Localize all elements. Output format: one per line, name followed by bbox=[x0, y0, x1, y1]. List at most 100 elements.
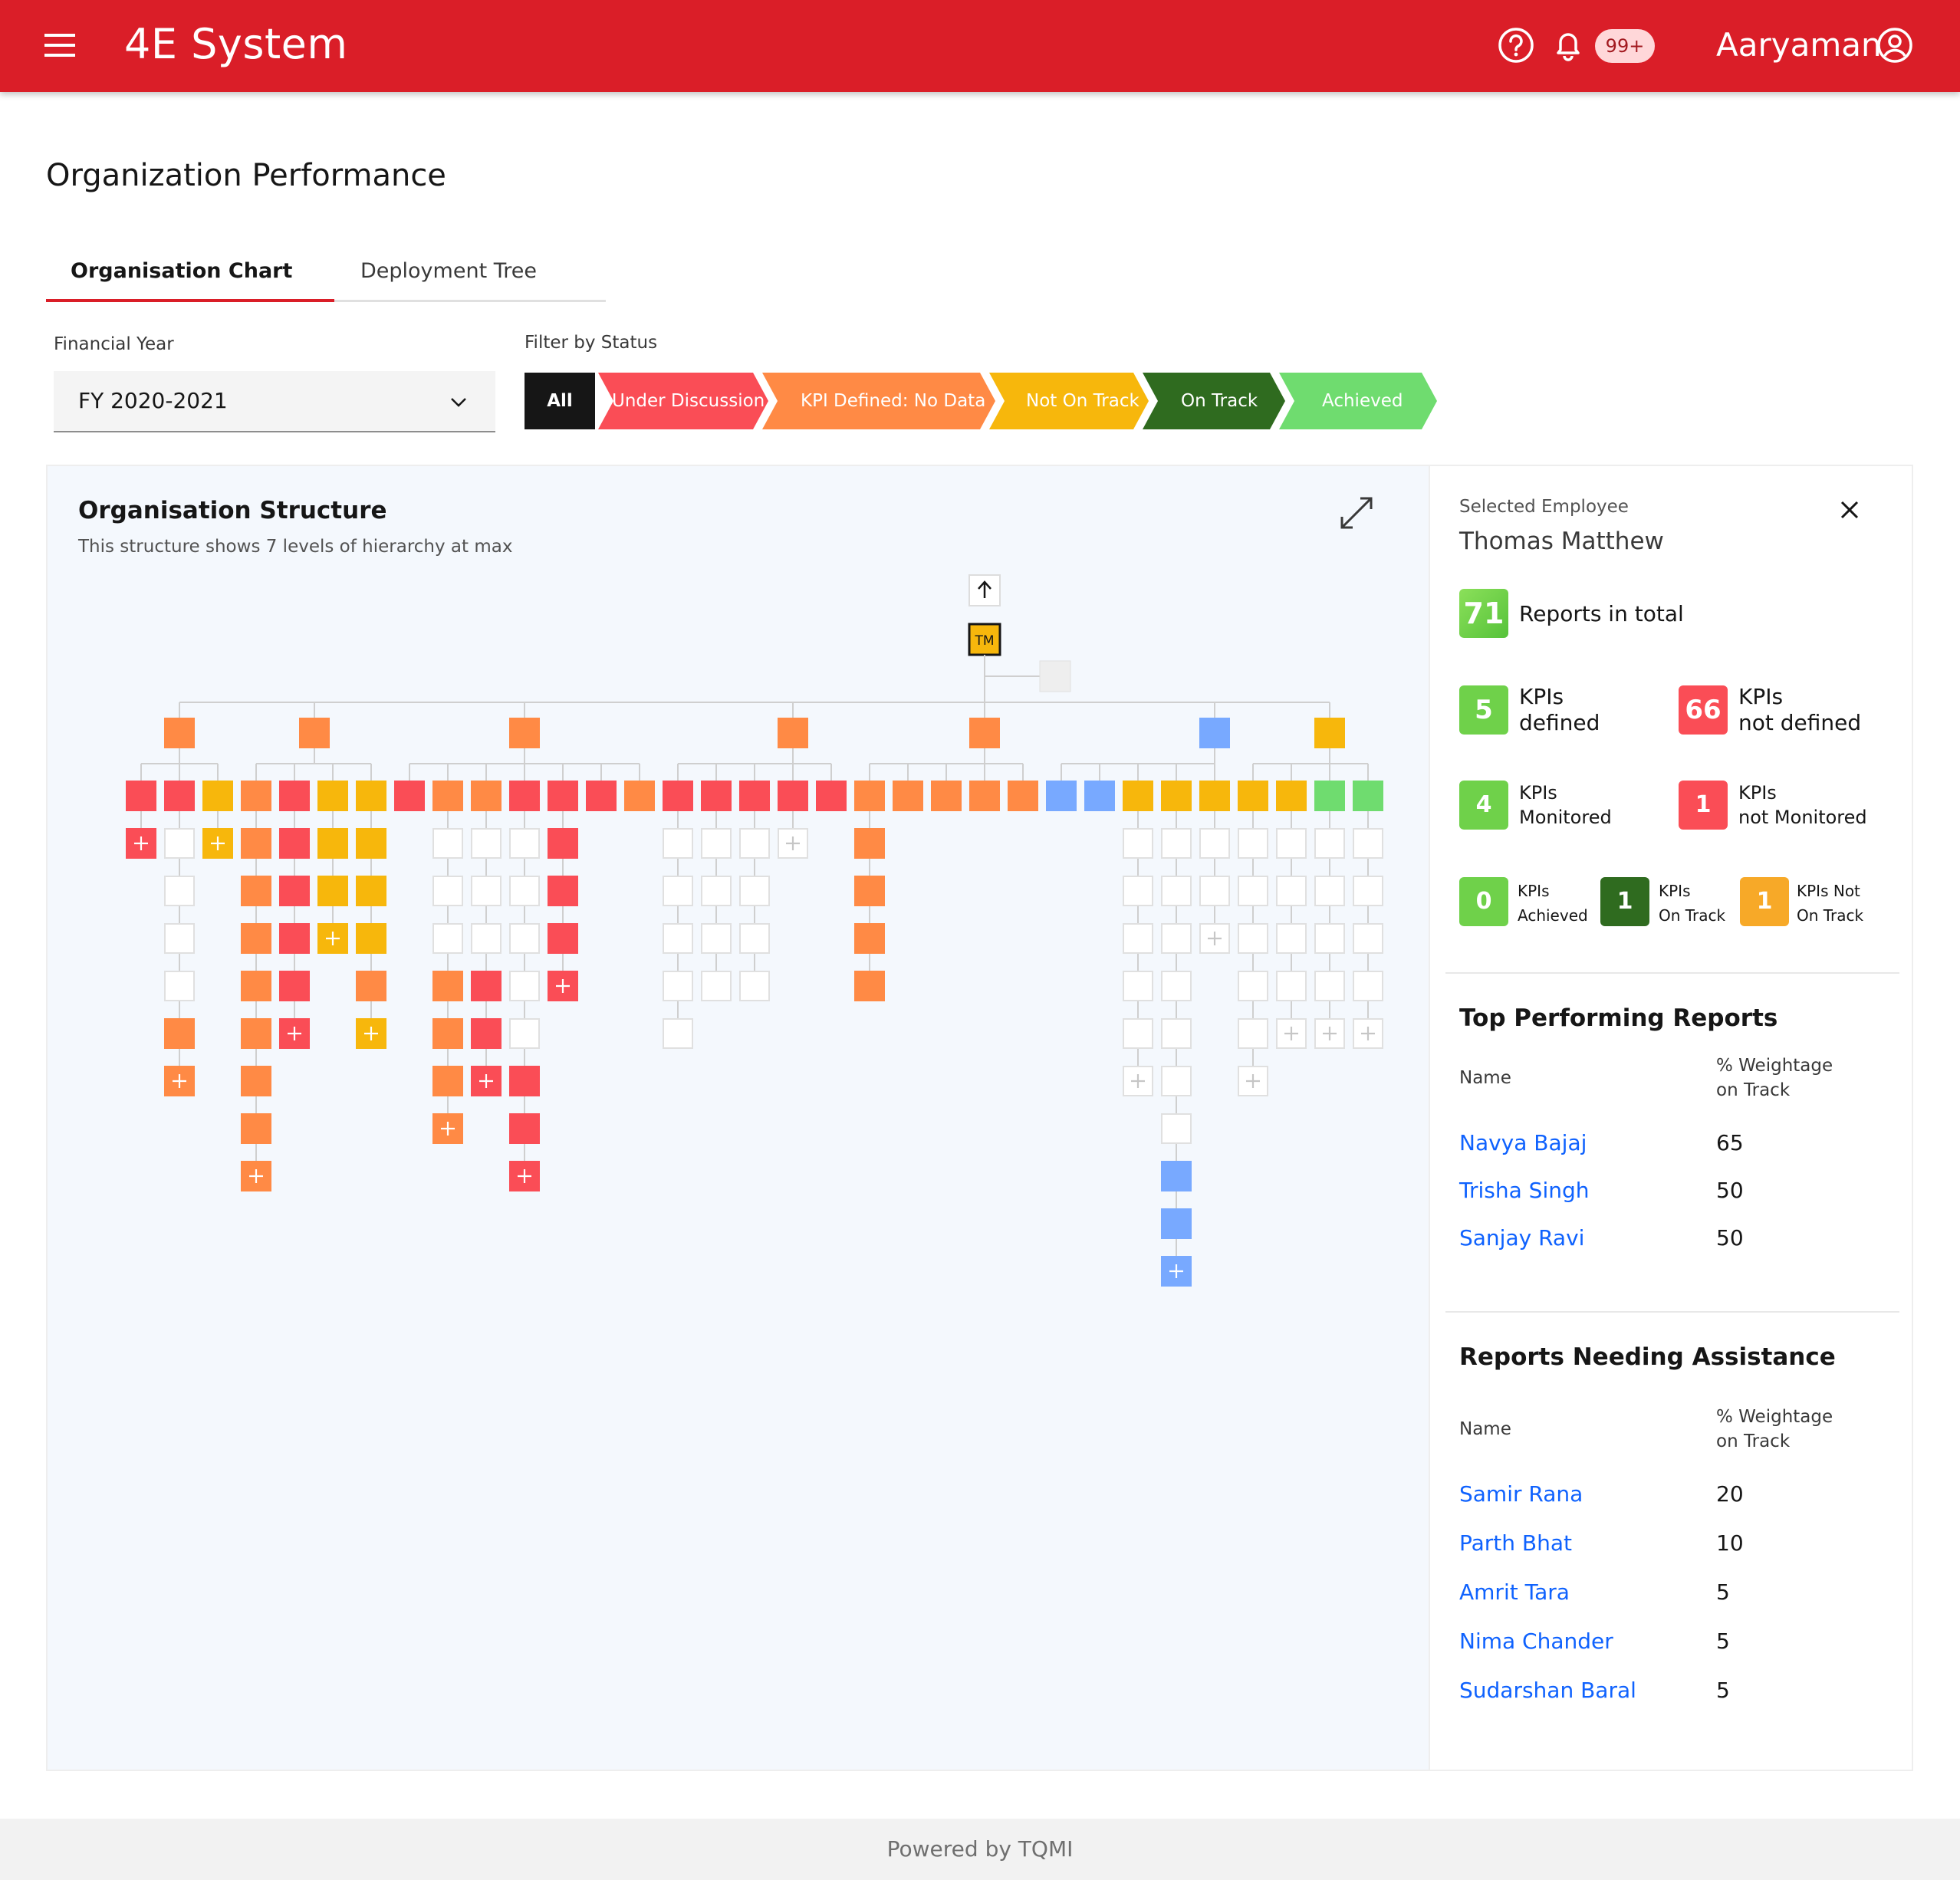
org-node[interactable] bbox=[1161, 923, 1192, 954]
org-node-level2[interactable] bbox=[931, 781, 962, 811]
org-node[interactable] bbox=[241, 1066, 271, 1096]
org-node[interactable] bbox=[432, 1066, 463, 1096]
org-node[interactable] bbox=[1276, 876, 1307, 906]
tab-organisation-chart[interactable]: Organisation Chart bbox=[71, 259, 293, 283]
org-node[interactable] bbox=[1161, 1161, 1192, 1191]
org-node[interactable] bbox=[1276, 923, 1307, 954]
org-node[interactable] bbox=[1161, 828, 1192, 859]
org-node-expand[interactable] bbox=[317, 923, 348, 954]
org-node[interactable] bbox=[663, 876, 693, 906]
close-icon[interactable] bbox=[1838, 498, 1861, 521]
org-node-expand[interactable] bbox=[778, 828, 808, 859]
org-node-level2[interactable] bbox=[1238, 781, 1268, 811]
org-node[interactable] bbox=[1123, 876, 1153, 906]
org-node[interactable] bbox=[1199, 828, 1230, 859]
org-node-level2[interactable] bbox=[1008, 781, 1038, 811]
filter-not-on-track-button[interactable]: Not On Track bbox=[989, 373, 1149, 429]
org-node-level2[interactable] bbox=[701, 781, 732, 811]
org-node-level2[interactable] bbox=[778, 781, 808, 811]
org-node-level2[interactable] bbox=[1123, 781, 1153, 811]
org-node[interactable] bbox=[279, 876, 310, 906]
assistant-node[interactable] bbox=[1039, 660, 1071, 692]
org-node-level2[interactable] bbox=[1353, 781, 1383, 811]
org-node[interactable] bbox=[1123, 1018, 1153, 1049]
org-node[interactable] bbox=[548, 828, 578, 859]
org-node[interactable] bbox=[356, 923, 386, 954]
org-node[interactable] bbox=[1161, 1066, 1192, 1096]
org-node[interactable] bbox=[1238, 971, 1268, 1001]
org-node[interactable] bbox=[1314, 828, 1345, 859]
org-node-level2[interactable] bbox=[241, 781, 271, 811]
org-node-level1[interactable] bbox=[299, 718, 330, 748]
org-node-expand[interactable] bbox=[1123, 1066, 1153, 1096]
needing-assistance-row-name[interactable]: Parth Bhat bbox=[1459, 1530, 1573, 1556]
org-node-level2[interactable] bbox=[854, 781, 885, 811]
org-node[interactable] bbox=[241, 923, 271, 954]
help-icon[interactable] bbox=[1497, 26, 1535, 64]
org-node-level2[interactable] bbox=[816, 781, 847, 811]
org-node[interactable] bbox=[164, 923, 195, 954]
org-node[interactable] bbox=[1353, 923, 1383, 954]
org-node-level2[interactable] bbox=[1199, 781, 1230, 811]
org-node-level2[interactable] bbox=[969, 781, 1000, 811]
org-node[interactable] bbox=[1353, 828, 1383, 859]
org-node[interactable] bbox=[241, 971, 271, 1001]
org-node[interactable] bbox=[509, 876, 540, 906]
org-node-level2[interactable] bbox=[164, 781, 195, 811]
org-node[interactable] bbox=[854, 971, 885, 1001]
needing-assistance-row-name[interactable]: Sudarshan Baral bbox=[1459, 1678, 1636, 1703]
top-performing-row-name[interactable]: Navya Bajaj bbox=[1459, 1130, 1587, 1155]
org-node[interactable] bbox=[241, 1113, 271, 1144]
org-node-level2[interactable] bbox=[548, 781, 578, 811]
org-node-expand[interactable] bbox=[126, 828, 156, 859]
org-node[interactable] bbox=[1353, 971, 1383, 1001]
org-node-expand[interactable] bbox=[279, 1018, 310, 1049]
org-node[interactable] bbox=[1161, 876, 1192, 906]
org-node-level2[interactable] bbox=[356, 781, 386, 811]
org-node-expand[interactable] bbox=[1199, 923, 1230, 954]
filter-on-track-button[interactable]: On Track bbox=[1143, 373, 1285, 429]
org-node[interactable] bbox=[1161, 1018, 1192, 1049]
org-node-level2[interactable] bbox=[279, 781, 310, 811]
org-node[interactable] bbox=[701, 971, 732, 1001]
org-node-expand[interactable] bbox=[548, 971, 578, 1001]
user-avatar-icon[interactable] bbox=[1876, 26, 1914, 64]
org-node[interactable] bbox=[1161, 1208, 1192, 1239]
org-node[interactable] bbox=[1238, 828, 1268, 859]
org-node-level2[interactable] bbox=[1084, 781, 1115, 811]
org-node[interactable] bbox=[548, 923, 578, 954]
org-node-level2[interactable] bbox=[1161, 781, 1192, 811]
org-node[interactable] bbox=[279, 971, 310, 1001]
org-node-level2[interactable] bbox=[432, 781, 463, 811]
org-node[interactable] bbox=[164, 828, 195, 859]
org-node[interactable] bbox=[279, 923, 310, 954]
org-node-expand[interactable] bbox=[356, 1018, 386, 1049]
org-node[interactable] bbox=[1238, 923, 1268, 954]
notification-count-badge[interactable]: 99+ bbox=[1595, 29, 1655, 63]
org-node[interactable] bbox=[1314, 923, 1345, 954]
org-node-expand[interactable] bbox=[1238, 1066, 1268, 1096]
org-node[interactable] bbox=[739, 923, 770, 954]
expand-icon[interactable] bbox=[1337, 494, 1376, 532]
org-node-root-selected[interactable]: TM bbox=[968, 623, 1001, 656]
org-node[interactable] bbox=[663, 828, 693, 859]
org-node-level2[interactable] bbox=[394, 781, 425, 811]
org-node[interactable] bbox=[739, 876, 770, 906]
org-node[interactable] bbox=[509, 828, 540, 859]
org-node[interactable] bbox=[279, 828, 310, 859]
org-node-level1[interactable] bbox=[969, 718, 1000, 748]
org-node[interactable] bbox=[432, 923, 463, 954]
org-node-expand[interactable] bbox=[509, 1161, 540, 1191]
org-node[interactable] bbox=[854, 876, 885, 906]
user-name[interactable]: Aaryaman bbox=[1716, 26, 1882, 64]
org-node-expand[interactable] bbox=[241, 1161, 271, 1191]
org-node[interactable] bbox=[356, 876, 386, 906]
top-performing-row-name[interactable]: Trisha Singh bbox=[1459, 1178, 1590, 1203]
org-node[interactable] bbox=[1199, 876, 1230, 906]
top-performing-row-name[interactable]: Sanjay Ravi bbox=[1459, 1225, 1585, 1251]
org-node[interactable] bbox=[471, 971, 502, 1001]
org-node-level2[interactable] bbox=[1314, 781, 1345, 811]
tab-deployment-tree[interactable]: Deployment Tree bbox=[360, 259, 537, 283]
org-node[interactable] bbox=[356, 828, 386, 859]
org-node-level2[interactable] bbox=[739, 781, 770, 811]
